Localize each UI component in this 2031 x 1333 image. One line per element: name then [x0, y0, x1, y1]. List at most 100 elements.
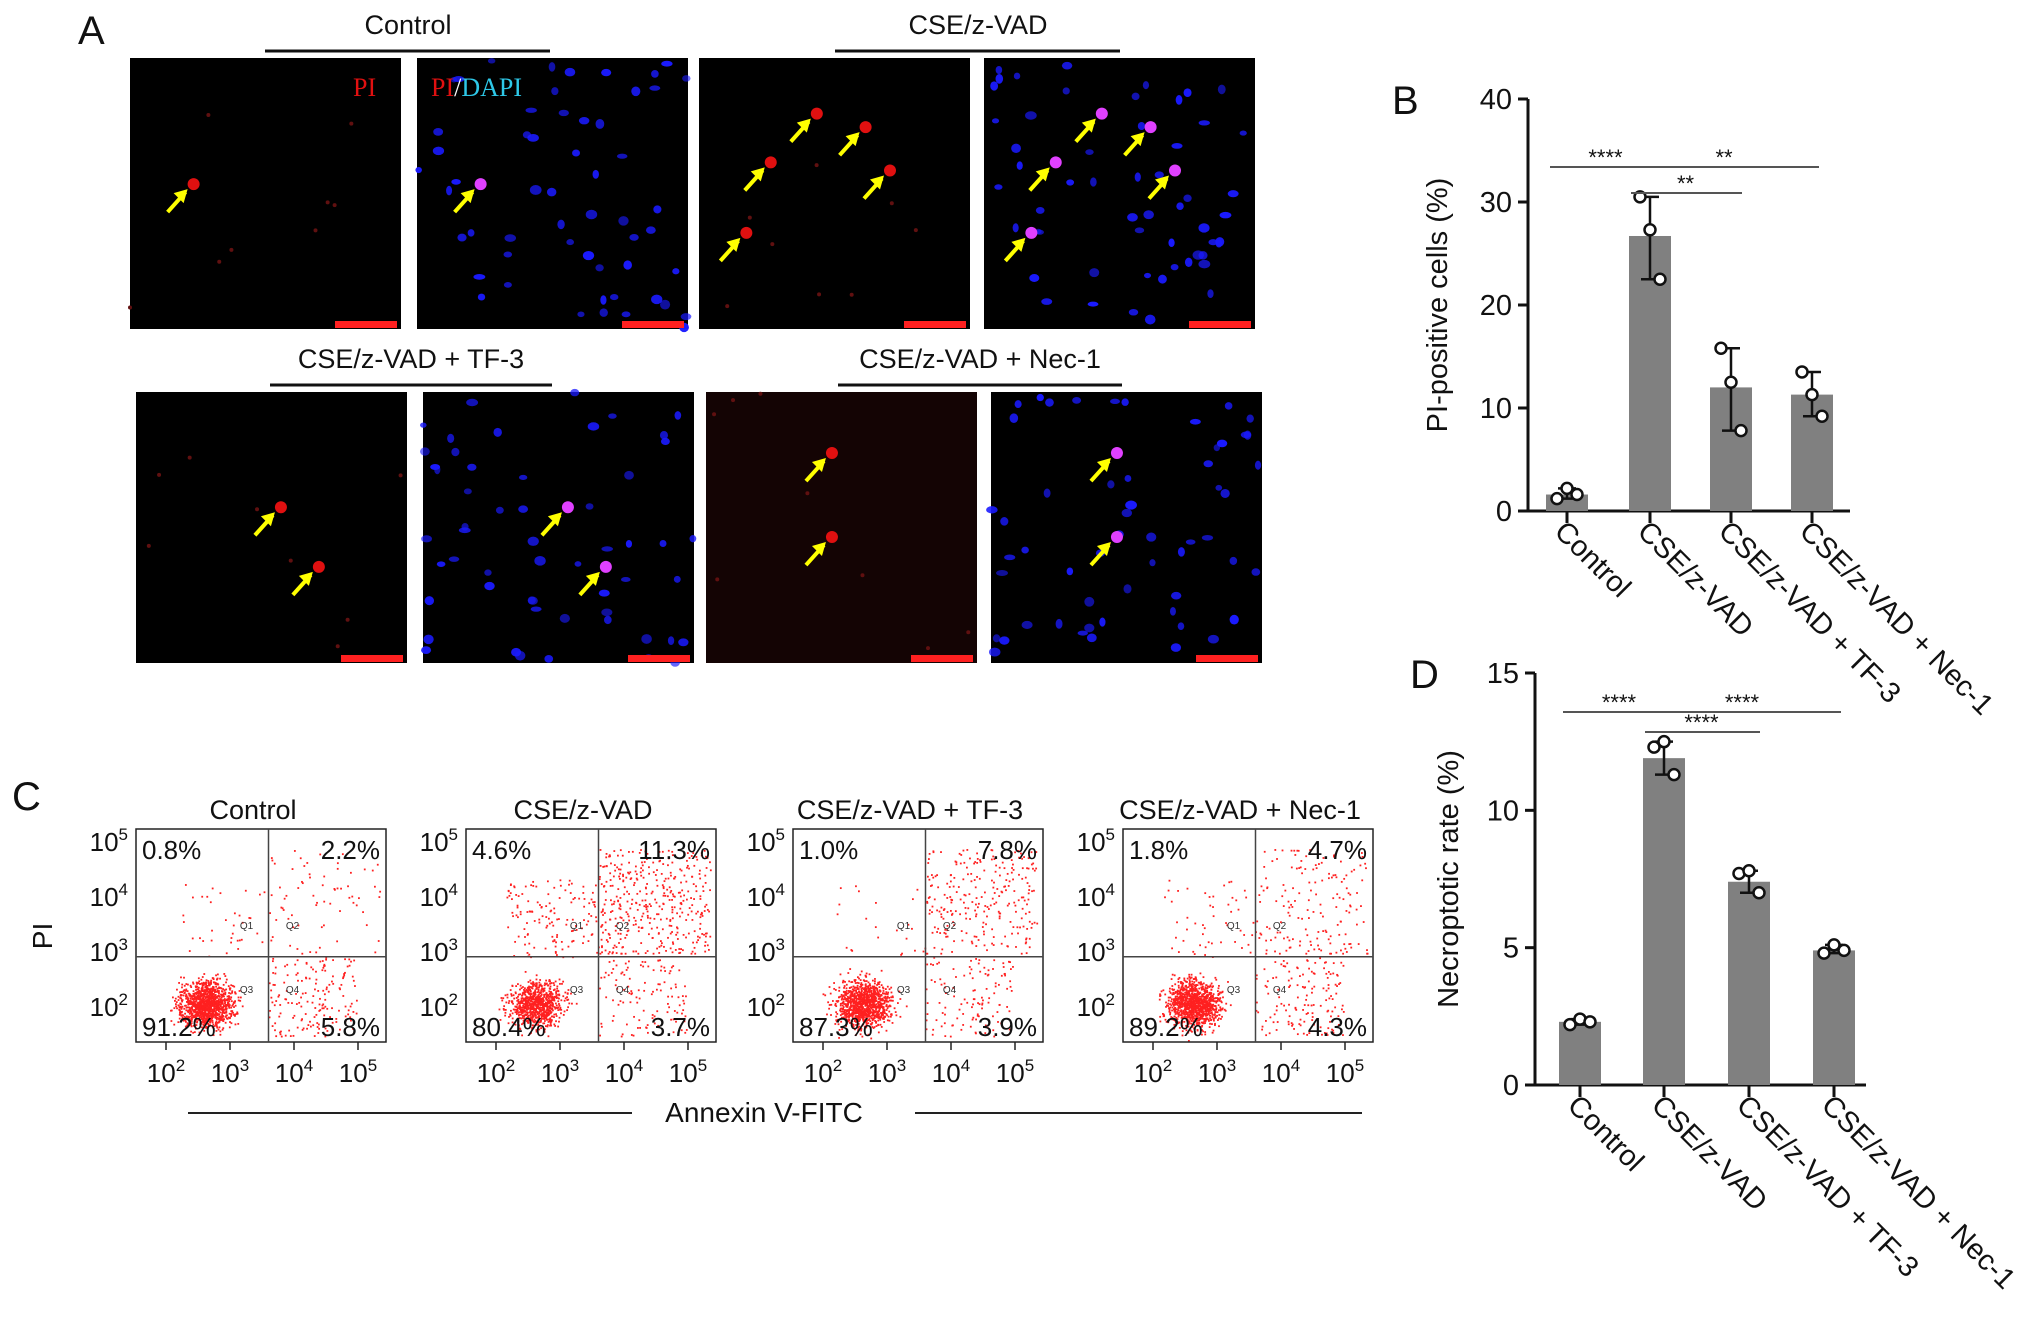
flow-event: [872, 998, 875, 1001]
flow-event: [535, 1030, 538, 1033]
flow-event: [554, 950, 557, 953]
flow-event: [639, 890, 641, 893]
flow-event: [652, 861, 655, 864]
flow-event: [534, 992, 537, 995]
flow-event: [844, 998, 847, 1000]
pi-positive-cell: [825, 447, 838, 460]
flow-event: [531, 1000, 533, 1003]
flow-event: [202, 994, 205, 997]
flow-event: [558, 918, 560, 920]
flow-event: [547, 984, 550, 987]
flow-event: [210, 979, 213, 982]
flow-event: [1009, 1028, 1012, 1031]
flow-event: [852, 988, 855, 991]
flow-event: [575, 1002, 578, 1005]
flow-event: [203, 1005, 206, 1008]
flow-event: [550, 1015, 553, 1018]
flow-event: [344, 1015, 347, 1018]
flow-event: [180, 1014, 183, 1017]
flow-event: [335, 1018, 338, 1020]
dapi-nucleus: [994, 184, 1003, 190]
flow-event: [514, 1011, 517, 1014]
flow-event: [877, 1005, 880, 1008]
flow-event: [857, 1014, 860, 1016]
flow-event: [878, 1005, 881, 1007]
flow-event: [652, 952, 655, 955]
flow-event: [854, 989, 856, 992]
dapi-nucleus: [1125, 500, 1137, 510]
flow-event: [234, 991, 236, 994]
flow-event: [534, 989, 537, 992]
flow-event: [859, 998, 861, 1001]
flow-event: [869, 1000, 872, 1003]
flow-event: [533, 1018, 536, 1021]
flow-event: [182, 1019, 185, 1022]
flow-event: [695, 856, 698, 858]
flow-event: [610, 911, 612, 913]
flow-event: [519, 910, 522, 913]
flow-event: [553, 988, 556, 991]
dapi-nucleus: [473, 273, 486, 280]
flow-event: [965, 932, 968, 935]
flow-event: [568, 879, 571, 882]
flow-event: [1009, 968, 1012, 970]
flow-event: [621, 1033, 624, 1036]
flow-event: [207, 1018, 210, 1020]
flow-event: [884, 1000, 886, 1003]
flow-event: [344, 1020, 347, 1022]
flow-event: [839, 1007, 842, 1010]
flow-event: [633, 916, 636, 919]
dapi-nucleus: [995, 65, 1003, 75]
flow-event: [639, 871, 642, 874]
flow-event: [550, 1019, 553, 1022]
flow-event: [525, 1003, 528, 1006]
flow-event: [883, 1002, 886, 1005]
flow-event: [209, 901, 212, 904]
flow-event: [548, 1010, 551, 1013]
scale-bar: [335, 321, 397, 328]
flow-event: [641, 915, 644, 918]
flow-event: [859, 979, 862, 981]
flow-event: [860, 990, 863, 993]
flow-event: [927, 875, 929, 878]
flow-event: [212, 1034, 215, 1037]
flow-event: [214, 1001, 217, 1004]
flow-event: [204, 1026, 207, 1029]
dapi-nucleus: [450, 77, 458, 83]
flow-event: [875, 1013, 878, 1016]
flow-event: [1010, 859, 1013, 861]
flow-event: [331, 1007, 333, 1010]
flow-event: [929, 885, 932, 887]
flow-event: [854, 1003, 857, 1005]
flow-event: [221, 1028, 224, 1031]
flow-event: [543, 1028, 546, 1031]
flow-event: [660, 969, 662, 972]
flow-event: [558, 1003, 560, 1005]
flow-event: [635, 901, 637, 904]
flow-event: [527, 1000, 529, 1003]
flow-event: [195, 1012, 198, 1015]
dapi-nucleus: [415, 166, 422, 174]
flow-event: [562, 980, 565, 983]
flow-event: [216, 982, 219, 985]
flow-event: [221, 1002, 224, 1005]
flow-event: [863, 979, 865, 982]
flow-event: [537, 996, 540, 999]
flow-event: [932, 876, 935, 879]
flow-event: [853, 998, 855, 1001]
flow-event: [225, 1005, 227, 1008]
flow-event: [198, 980, 201, 983]
flow-event: [190, 1010, 193, 1013]
flow-event: [223, 1018, 226, 1021]
flow-event: [678, 952, 681, 954]
flow-event: [181, 1005, 184, 1008]
flow-event: [838, 903, 841, 906]
flow-event: [871, 1008, 874, 1011]
flow-event: [834, 989, 837, 991]
flow-event: [684, 1015, 687, 1018]
flow-event: [638, 903, 641, 906]
dapi-nucleus: [1185, 539, 1196, 545]
flow-event: [709, 861, 711, 864]
flow-event: [681, 1012, 683, 1015]
